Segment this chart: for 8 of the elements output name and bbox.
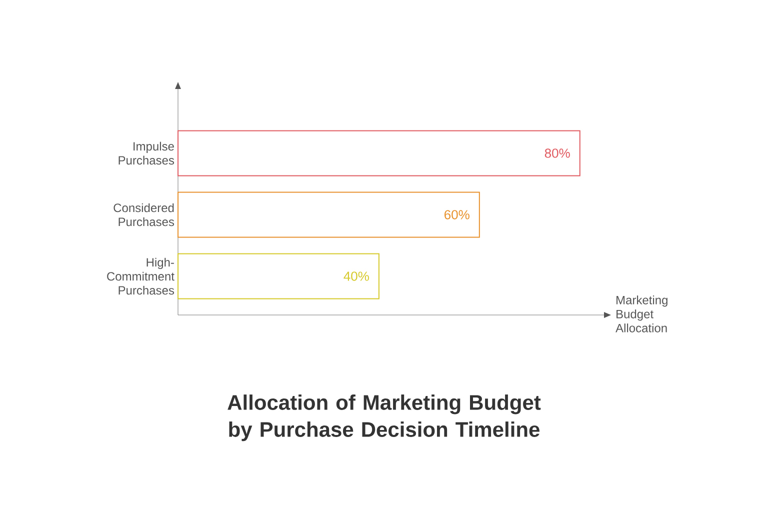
- x-axis-title: Marketing Budget Allocation: [616, 296, 668, 332]
- data-label: 40%: [344, 272, 369, 281]
- data-label: 60%: [444, 210, 470, 220]
- y-tick-label: High-Commitment Purchases: [107, 258, 174, 295]
- text: Allocation of Marketing Budget by Purchase Decision Timeline: [228, 394, 541, 442]
- y-tick-label: Considered Purchases: [114, 203, 174, 226]
- data-label: 80%: [544, 148, 570, 158]
- y-tick-label: Impulse Purchases: [118, 142, 174, 165]
